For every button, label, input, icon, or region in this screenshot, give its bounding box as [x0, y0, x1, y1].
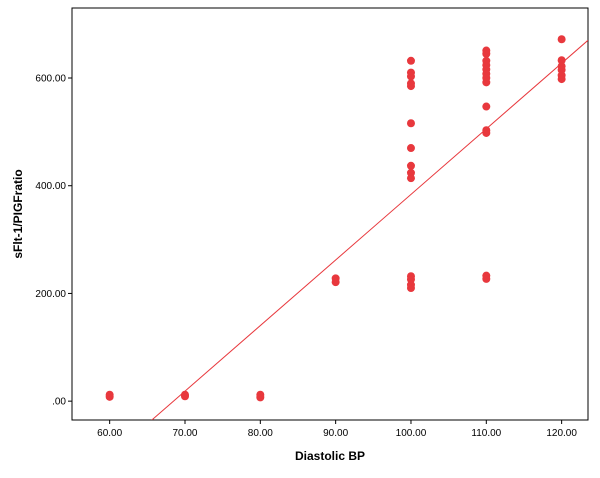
fit-line-layer	[151, 39, 588, 420]
data-point	[557, 35, 566, 44]
x-tick-label: 70.00	[172, 428, 197, 439]
data-point	[406, 56, 415, 65]
data-point	[406, 161, 415, 170]
data-point	[557, 56, 566, 65]
x-tick-label: 100.00	[396, 428, 427, 439]
data-point	[406, 72, 415, 81]
data-point	[482, 102, 491, 111]
data-point	[557, 75, 566, 84]
data-point	[482, 78, 491, 87]
y-tick-label: 200.00	[35, 289, 66, 300]
data-point	[406, 144, 415, 153]
plot-area	[71, 7, 589, 421]
data-point	[105, 392, 114, 401]
data-point	[331, 278, 340, 287]
y-axis-title: sFlt-1/PIGFratio	[11, 169, 25, 258]
x-tick-label: 60.00	[97, 428, 122, 439]
points-layer	[105, 35, 566, 402]
data-point	[406, 174, 415, 183]
fit-line	[151, 39, 588, 420]
x-tick-label: 110.00	[471, 428, 501, 439]
data-point	[482, 49, 491, 58]
data-point	[406, 284, 415, 293]
data-point	[406, 119, 415, 128]
y-tick-label: .00	[52, 397, 66, 408]
x-tick-label: 90.00	[323, 428, 348, 439]
y-tick-label: 600.00	[35, 74, 66, 85]
x-axis: 60.00 70.00 80.00 90.00 100.00 110.00 120.00	[97, 420, 577, 439]
data-point	[482, 274, 491, 283]
y-tick-label: 400.00	[35, 181, 66, 192]
data-point	[482, 128, 491, 137]
x-axis-title: Diastolic BP	[295, 449, 365, 463]
x-tick-label: 80.00	[248, 428, 273, 439]
data-point	[406, 82, 415, 91]
y-axis: .00 200.00 400.00 600.00	[35, 74, 72, 408]
x-tick-label: 120.00	[546, 428, 577, 439]
data-point	[180, 392, 189, 401]
data-point	[256, 393, 265, 402]
